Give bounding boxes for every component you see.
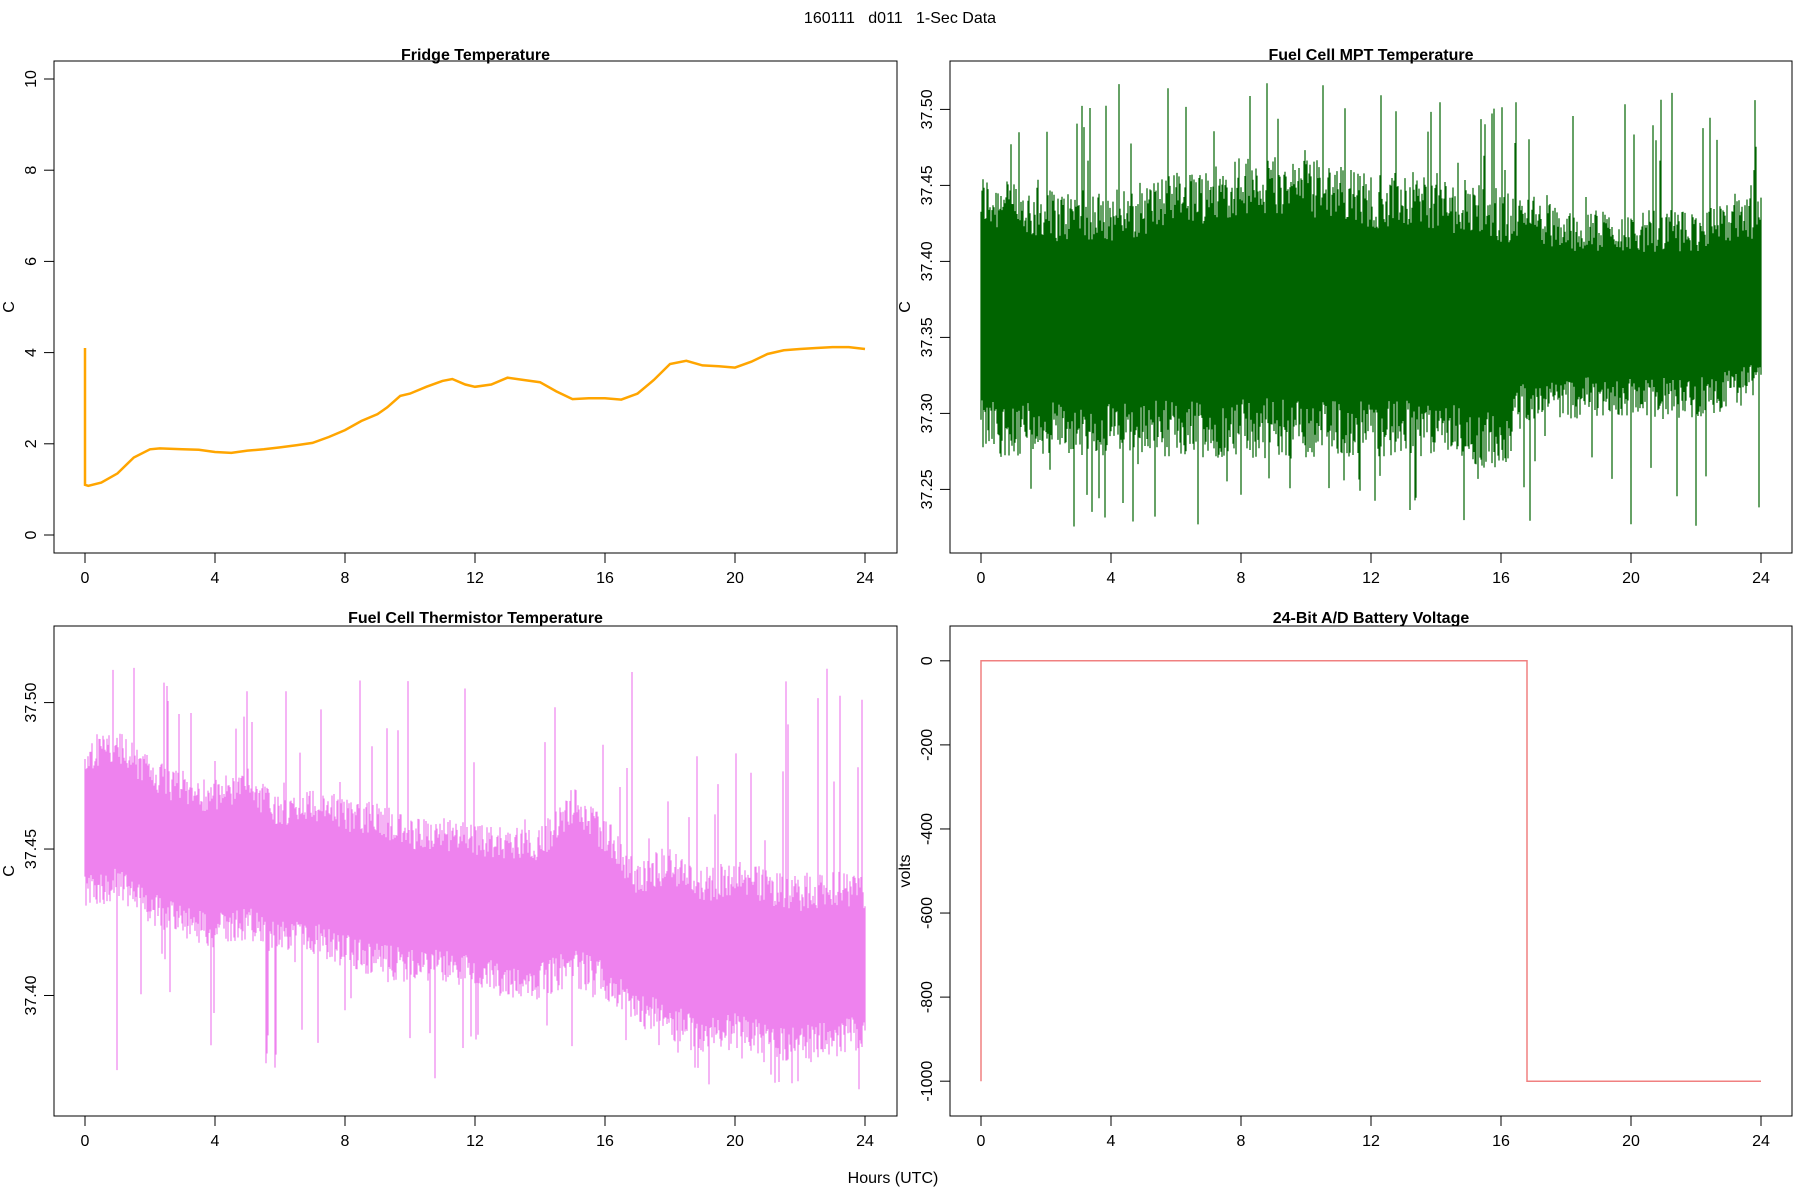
x-tick-label: 24 bbox=[856, 570, 874, 587]
x-tick-label: 24 bbox=[1752, 1133, 1770, 1150]
figure-title: 160111 d011 1-Sec Data bbox=[804, 10, 996, 27]
y-tick-label: 0 bbox=[23, 530, 40, 539]
y-tick-label: 8 bbox=[23, 166, 40, 175]
x-tick-label: 12 bbox=[466, 570, 484, 587]
y-tick-label: 10 bbox=[23, 70, 40, 88]
x-tick-label: 24 bbox=[856, 1133, 874, 1150]
x-tick-label: 8 bbox=[341, 1133, 350, 1150]
x-tick-label: 8 bbox=[341, 570, 350, 587]
chart-panel-2: Fuel Cell MPT Temperature 0 4 8 12 16 20 24 37.2… bbox=[897, 47, 1793, 587]
y-axis-label: C bbox=[897, 301, 914, 313]
x-tick-label: 0 bbox=[977, 1133, 986, 1150]
series-signal bbox=[84, 667, 866, 1090]
plot-data bbox=[980, 660, 1761, 1082]
x-tick-label: 0 bbox=[81, 1133, 90, 1150]
plot-data bbox=[83, 345, 866, 488]
x-tick-label: 16 bbox=[1492, 1133, 1510, 1150]
y-tick-label: 37.35 bbox=[919, 317, 936, 357]
chart-panel-3: Fuel Cell Thermistor Temperature 0 4 8 12 16 2… bbox=[1, 610, 898, 1150]
x-tick-label: 0 bbox=[81, 570, 90, 587]
plot-data bbox=[84, 667, 866, 1090]
panel-title: 24-Bit A/D Battery Voltage bbox=[1273, 610, 1470, 627]
y-tick-label: -200 bbox=[919, 729, 936, 761]
y-axis-label: C bbox=[1, 301, 18, 313]
series-line bbox=[980, 660, 1761, 1082]
panel-title: Fridge Temperature bbox=[401, 47, 550, 64]
y-tick-label: 37.30 bbox=[919, 393, 936, 433]
x-tick-label: 20 bbox=[726, 570, 744, 587]
series-line bbox=[83, 345, 866, 488]
y-tick-label: 37.50 bbox=[919, 89, 936, 129]
figure-x-axis-label: Hours (UTC) bbox=[848, 1170, 939, 1187]
x-tick-label: 20 bbox=[1622, 570, 1640, 587]
y-tick-label: 0 bbox=[919, 656, 936, 665]
x-tick-label: 16 bbox=[596, 570, 614, 587]
y-tick-label: 37.40 bbox=[23, 975, 40, 1015]
y-tick-label: -800 bbox=[919, 981, 936, 1013]
y-tick-label: 6 bbox=[23, 257, 40, 266]
x-tick-label: 4 bbox=[211, 1133, 220, 1150]
plot-frame bbox=[949, 625, 1793, 1117]
panel-title: Fuel Cell Thermistor Temperature bbox=[348, 610, 603, 627]
x-tick-label: 20 bbox=[726, 1133, 744, 1150]
y-tick-label: 37.40 bbox=[919, 241, 936, 281]
x-tick-label: 8 bbox=[1237, 570, 1246, 587]
y-axis-label: C bbox=[1, 865, 18, 877]
y-tick-label: 4 bbox=[23, 348, 40, 357]
y-tick-label: -1000 bbox=[919, 1061, 936, 1102]
series-signal bbox=[980, 83, 1762, 527]
x-tick-label: 4 bbox=[211, 570, 220, 587]
x-tick-label: 12 bbox=[1362, 570, 1380, 587]
x-tick-label: 20 bbox=[1622, 1133, 1640, 1150]
x-tick-label: 0 bbox=[977, 570, 986, 587]
x-tick-label: 4 bbox=[1107, 1133, 1116, 1150]
plot-data bbox=[980, 83, 1762, 527]
chart-panel-4: 24-Bit A/D Battery Voltage 0 4 8 12 16 20 24 0 -2… bbox=[897, 610, 1793, 1150]
x-tick-label: 16 bbox=[596, 1133, 614, 1150]
y-axis-label: volts bbox=[897, 855, 914, 888]
x-tick-label: 24 bbox=[1752, 570, 1770, 587]
x-tick-label: 12 bbox=[466, 1133, 484, 1150]
y-tick-label: -400 bbox=[919, 813, 936, 845]
x-tick-label: 16 bbox=[1492, 570, 1510, 587]
x-tick-label: 8 bbox=[1237, 1133, 1246, 1150]
y-tick-label: 37.45 bbox=[23, 829, 40, 869]
x-tick-label: 12 bbox=[1362, 1133, 1380, 1150]
y-tick-label: 2 bbox=[23, 439, 40, 448]
y-tick-label: 37.50 bbox=[23, 682, 40, 722]
plot-frame bbox=[53, 60, 898, 554]
y-tick-label: 37.45 bbox=[919, 165, 936, 205]
y-tick-label: 37.25 bbox=[919, 469, 936, 509]
panel-title: Fuel Cell MPT Temperature bbox=[1268, 47, 1473, 64]
y-tick-label: -600 bbox=[919, 897, 936, 929]
x-tick-label: 4 bbox=[1107, 570, 1116, 587]
